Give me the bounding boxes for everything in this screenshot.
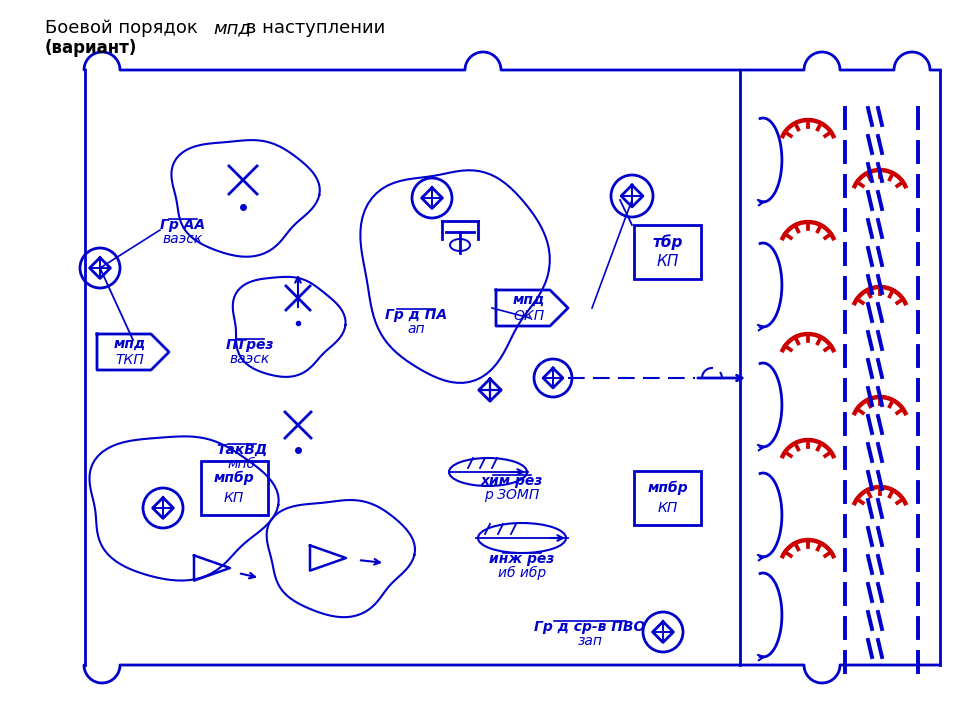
Text: ТакВД: ТакВД (216, 443, 268, 457)
Text: мпб: мпб (228, 457, 256, 471)
Text: мпбр: мпбр (648, 481, 688, 495)
Text: зап: зап (578, 634, 603, 648)
Text: в наступлении: в наступлении (240, 19, 385, 37)
Text: мпбр: мпбр (214, 471, 254, 485)
Text: КП: КП (224, 491, 244, 505)
Text: мпд: мпд (114, 337, 146, 351)
Text: Гр АА: Гр АА (160, 218, 205, 232)
Text: инж рез: инж рез (490, 552, 555, 566)
Text: Гр д ср-в ПВО: Гр д ср-в ПВО (535, 620, 646, 634)
Text: КП: КП (657, 254, 679, 269)
Text: ОКП: ОКП (514, 309, 544, 323)
Text: хим рез: хим рез (481, 474, 543, 488)
Text: ап: ап (407, 322, 425, 336)
Bar (635, 471, 702, 525)
Text: ПТрез: ПТрез (226, 338, 275, 352)
Text: КП: КП (658, 500, 678, 515)
Text: ваэск: ваэск (229, 352, 270, 366)
Text: Гр д ПА: Гр д ПА (385, 308, 447, 322)
Text: ТКП: ТКП (115, 353, 144, 367)
Bar (635, 225, 702, 279)
Bar (201, 461, 268, 515)
Text: иб ибр: иб ибр (498, 566, 546, 580)
Text: р ЗОМП: р ЗОМП (485, 488, 540, 502)
Text: ваэск: ваэск (163, 232, 204, 246)
Text: (вариант): (вариант) (45, 39, 137, 57)
Text: мпд: мпд (213, 19, 251, 37)
Text: мпд: мпд (513, 293, 545, 307)
Text: Боевой порядок: Боевой порядок (45, 19, 204, 37)
Text: тбр: тбр (653, 235, 684, 250)
